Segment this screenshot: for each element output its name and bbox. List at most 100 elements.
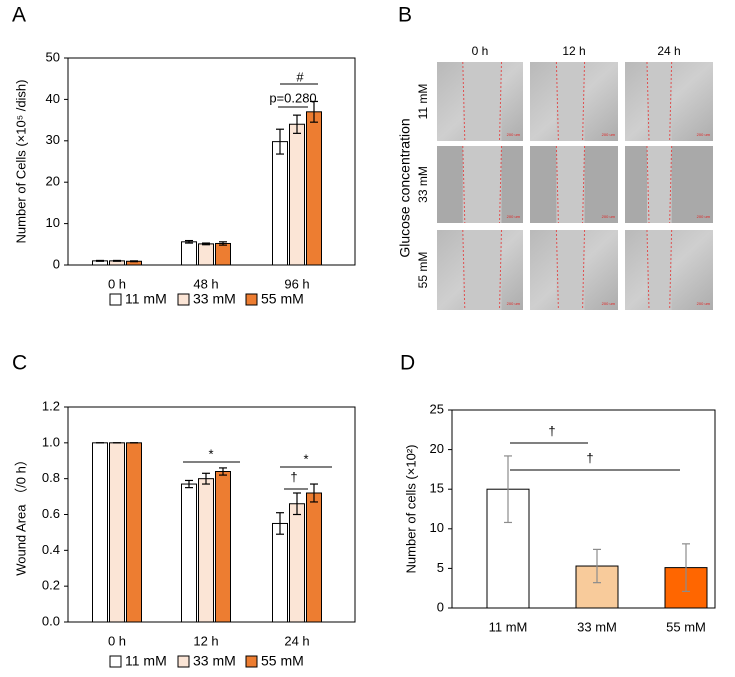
x-tick-label: 48 h [193,276,218,291]
error-bar [276,128,284,155]
wound-edge [669,145,673,224]
wound-edge [669,229,673,311]
error-bar [219,467,227,476]
y-tick-label: 30 [46,132,60,147]
error-bar [185,479,193,489]
y-axis-title: Number of Cells (×10⁵ /dish) [13,80,28,244]
x-tick-label: 96 h [284,276,309,291]
legend-swatch [245,293,258,306]
wound-edge [499,229,502,311]
legend-label: 55 mM [261,291,304,307]
wound-edge [646,229,650,311]
x-tick-label: 24 h [284,633,309,648]
wound-gap [556,146,585,223]
y-tick-label: 20 [46,174,60,189]
wound-edge [582,61,586,142]
wound-gap [462,230,502,310]
y-tick-label: 10 [430,520,444,535]
error-bar [202,242,210,246]
legend-label: 55 mM [261,653,304,669]
bar [92,442,108,623]
scale-label: 200 um [697,301,711,306]
row-label: 55 mM [416,252,430,289]
wound-edge [646,61,650,142]
error-bar [96,259,104,262]
legend-swatch [109,293,122,306]
bar [306,492,322,623]
legend-swatch [109,655,122,668]
error-bar [276,512,284,535]
column-label: 0 h [472,44,489,58]
wound-edge [462,145,466,224]
y-tick-label: 50 [46,49,60,64]
error-bar [310,100,318,123]
x-tick-label: 11 mM [489,619,528,634]
wound-edge [555,145,559,224]
wound-edge [646,145,650,224]
panel-label: D [400,352,415,375]
legend-label: 11 mM [125,291,167,307]
x-tick-label: 0 h [108,276,126,291]
wound-edge [499,61,502,142]
y-tick-label: 25 [430,401,444,416]
y-tick-label: 1.0 [42,434,60,449]
row-label: 11 mM [416,84,430,120]
legend-swatch [245,655,258,668]
error-bar [185,239,193,244]
legend-swatch [177,655,190,668]
x-tick-label: 33 mM [577,619,617,634]
panel-label: B [398,4,412,27]
error-bar [202,472,210,485]
bar [181,241,197,266]
panel-label: C [12,352,27,375]
wound-gap [462,146,502,223]
bar [575,565,619,609]
annotation: * [303,451,308,466]
y-tick-label: 0.0 [42,613,60,628]
bar [126,442,142,623]
error-bar [293,114,301,134]
annotation: † [586,450,593,465]
bar [109,442,125,623]
y-tick-label: 0.6 [42,506,60,521]
x-tick-label: 0 h [108,633,126,648]
wound-edge [582,145,586,224]
legend-label: 33 mM [193,291,236,307]
wound-edge [555,229,559,311]
wound-edge [555,61,559,142]
y-tick-label: 10 [46,215,60,230]
scale-label: 200 um [602,214,616,219]
legend-label: 11 mM [125,653,167,669]
column-label: 24 h [657,44,680,58]
wound-edge [582,229,586,311]
scale-label: 200 um [602,301,616,306]
wound-gap [556,230,585,310]
error-bar [219,241,227,246]
wound-gap [647,146,672,223]
bar [289,503,305,623]
wound-gap [647,230,672,310]
error-bar [504,455,512,524]
bar [272,141,288,266]
scale-label: 200 um [697,214,711,219]
scale-label: 200 um [507,132,521,137]
x-tick-label: 12 h [193,633,218,648]
error-bar [593,548,601,584]
error-bar [113,259,121,262]
y-tick-label: 40 [46,91,60,106]
wound-edge [462,229,466,311]
x-tick-label: 55 mM [666,619,706,634]
y-axis-title: Wound Area （/0 h） [13,453,28,576]
legend-swatch [177,293,190,306]
annotation: † [290,469,297,484]
scale-label: 200 um [507,214,521,219]
bar [272,522,288,623]
scale-label: 200 um [602,132,616,137]
wound-gap [556,62,585,141]
wound-edge [499,145,502,224]
y-tick-label: 0.4 [42,542,60,557]
annotation: * [208,446,213,461]
error-bar [293,492,301,516]
wound-gap [462,62,502,141]
